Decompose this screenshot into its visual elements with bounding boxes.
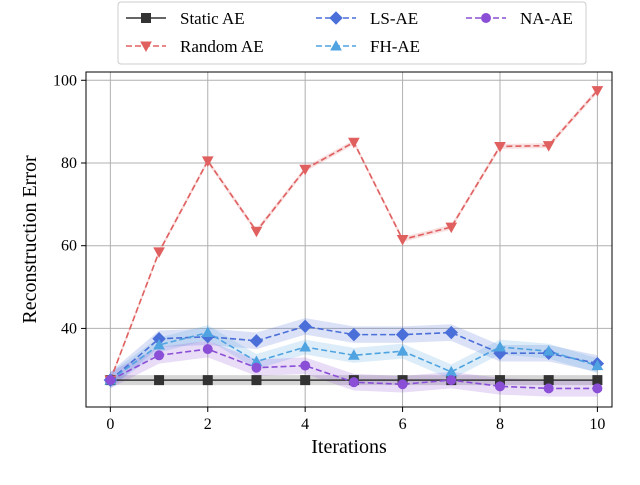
random-ae-legend-marker bbox=[140, 41, 152, 53]
ls-ae-point bbox=[444, 325, 458, 340]
y-tick-label: 40 bbox=[61, 320, 77, 337]
random-ae-point bbox=[153, 247, 165, 258]
ls-ae-point bbox=[347, 327, 361, 342]
static-ae-point bbox=[543, 375, 554, 386]
static-ae-point bbox=[154, 375, 165, 386]
x-tick-label: 4 bbox=[301, 416, 309, 433]
random-ae-legend-label: Random AE bbox=[180, 37, 264, 56]
random-ae-point bbox=[494, 141, 506, 153]
na-ae-point bbox=[446, 375, 457, 386]
na-ae-point bbox=[348, 377, 359, 388]
fh-ae-point bbox=[299, 341, 312, 352]
ls-ae-legend-label: LS-AE bbox=[370, 9, 418, 28]
na-ae-point bbox=[154, 350, 165, 361]
fh-ae-point bbox=[348, 349, 360, 360]
fh-ae-point bbox=[494, 341, 506, 352]
fh-ae-point bbox=[591, 359, 604, 371]
static-ae-point bbox=[300, 375, 311, 386]
x-tick-label: 6 bbox=[399, 416, 407, 433]
random-ae-point bbox=[348, 137, 360, 149]
plot-frame bbox=[85, 71, 613, 408]
axis-ticks: 0 2 4 6 8 10 40 60 80 100 bbox=[53, 72, 605, 433]
random-ae-point bbox=[396, 235, 409, 246]
random-ae-point bbox=[445, 222, 458, 234]
na-ae-point bbox=[494, 381, 505, 392]
fh-ae-legend-marker bbox=[330, 39, 342, 51]
ls-ae-band bbox=[110, 318, 598, 389]
na-ae-legend-marker bbox=[481, 13, 491, 23]
na-ae-point bbox=[397, 379, 408, 390]
y-tick-label: 80 bbox=[61, 155, 77, 172]
grid bbox=[86, 72, 612, 407]
fh-ae-point bbox=[542, 345, 555, 356]
random-ae-point bbox=[201, 156, 214, 167]
fh-ae-point bbox=[396, 345, 409, 356]
na-ae-point bbox=[105, 375, 116, 386]
y-axis-label: Reconstruction Error bbox=[19, 155, 41, 324]
na-ae-point bbox=[300, 360, 311, 371]
random-ae-point bbox=[591, 86, 604, 97]
x-tick-label: 10 bbox=[589, 416, 605, 433]
y-tick-label: 100 bbox=[53, 72, 77, 89]
ls-ae-legend-marker bbox=[329, 11, 343, 25]
x-tick-label: 0 bbox=[106, 416, 114, 433]
legend: Static AE Random AE LS-AE FH-AE NA-AE bbox=[117, 1, 587, 65]
na-ae-legend-label: NA-AE bbox=[520, 9, 573, 28]
series-markers bbox=[103, 86, 605, 394]
x-tick-label: 8 bbox=[496, 416, 504, 433]
na-ae-point bbox=[202, 344, 213, 355]
na-ae-point bbox=[592, 383, 603, 394]
static-ae-legend-marker bbox=[141, 13, 151, 23]
random-ae-point bbox=[250, 226, 263, 238]
ls-ae-point bbox=[395, 327, 410, 342]
random-ae-point bbox=[299, 164, 312, 176]
fh-ae-point bbox=[153, 338, 165, 350]
random-ae-point bbox=[542, 141, 555, 152]
static-ae-point bbox=[251, 375, 262, 386]
y-tick-label: 60 bbox=[61, 238, 77, 255]
x-axis-label: Iterations bbox=[311, 436, 387, 458]
fh-ae-line bbox=[109, 331, 598, 381]
na-ae-point bbox=[251, 362, 262, 373]
static-ae-legend-label: Static AE bbox=[180, 9, 245, 28]
ls-ae-point bbox=[298, 319, 312, 334]
fh-ae-point bbox=[201, 326, 214, 338]
x-tick-label: 2 bbox=[204, 416, 212, 433]
na-ae-point bbox=[543, 383, 554, 394]
static-ae-point bbox=[202, 375, 213, 386]
ls-ae-point bbox=[249, 334, 264, 348]
fh-ae-legend-label: FH-AE bbox=[370, 37, 420, 56]
static-ae-point bbox=[592, 375, 603, 386]
